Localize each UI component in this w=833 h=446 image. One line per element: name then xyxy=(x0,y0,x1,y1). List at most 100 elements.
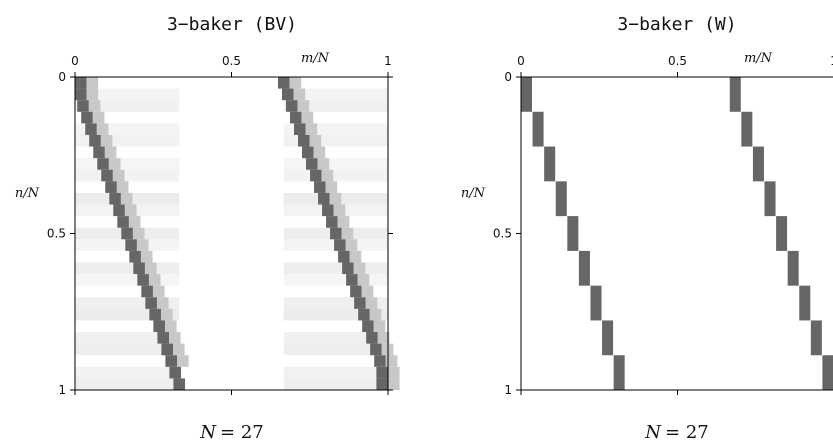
heatmap-cell xyxy=(101,169,113,182)
heatmap-cell xyxy=(370,343,382,356)
heatmap-cell xyxy=(149,308,161,321)
heatmap-block xyxy=(75,366,180,379)
heatmap-block xyxy=(283,88,388,101)
heatmap-block xyxy=(75,332,180,344)
heatmap-cell xyxy=(346,274,358,286)
heatmap-cell xyxy=(124,204,137,217)
heatmap-cell xyxy=(361,285,374,298)
heatmap-cell xyxy=(75,77,87,89)
heatmap-cell xyxy=(153,320,165,333)
heatmap-block xyxy=(283,169,388,182)
heatmap-cell xyxy=(113,204,125,217)
panel-title: 3−baker (W) xyxy=(617,14,736,35)
heatmap-cell xyxy=(357,274,370,286)
heatmap-cell xyxy=(358,308,370,321)
footer-n-symbol: N xyxy=(644,422,662,443)
heatmap-cell xyxy=(156,297,169,309)
heatmap-cell xyxy=(333,204,346,217)
heatmap-cell xyxy=(377,332,390,344)
heatmap-block xyxy=(283,262,388,275)
heatmap-cell xyxy=(116,181,129,193)
heatmap-cell xyxy=(325,181,338,193)
heatmap-cell xyxy=(97,158,109,170)
heatmap-block xyxy=(283,274,388,286)
heatmap-block xyxy=(283,332,388,344)
heatmap-cell xyxy=(318,192,330,205)
heatmap-cell xyxy=(136,239,149,251)
heatmap-block xyxy=(283,308,388,321)
heatmap-block xyxy=(75,274,180,286)
heatmap-cell xyxy=(148,274,161,286)
y-tick-label: 0 xyxy=(504,70,512,84)
x-tick-label: 1 xyxy=(384,54,392,68)
heatmap-cell xyxy=(100,134,113,147)
heatmap-cell xyxy=(729,77,741,112)
heatmap-block xyxy=(75,123,180,135)
heatmap-cell xyxy=(369,308,382,321)
heatmap-cell xyxy=(293,88,306,101)
axes: 0 0.5 1 0 0.5 1 xyxy=(47,54,393,397)
heatmap-cell xyxy=(108,158,121,170)
heatmap-cell xyxy=(341,227,354,240)
x-tick-label: 0.5 xyxy=(668,54,687,68)
heatmap-block xyxy=(75,100,180,112)
panel-w: 3−baker (W) 0 0.5 1 0 0.5 1 m/N n/N N = 27 xyxy=(461,14,833,443)
heatmap-cell xyxy=(77,100,89,112)
footer-n-value: = 27 xyxy=(220,422,264,443)
heatmap-cell xyxy=(93,146,105,159)
heatmap-cell xyxy=(290,111,302,124)
y-axis-label: n/N xyxy=(15,186,40,201)
footer-n-value: = 27 xyxy=(665,422,709,443)
heatmap-cell xyxy=(164,320,177,333)
heatmap-cell xyxy=(388,366,400,379)
panel-title: 3−baker (BV) xyxy=(167,14,297,35)
heatmap-cell xyxy=(354,297,366,309)
heatmap-block xyxy=(75,158,180,170)
y-tick-label: 1 xyxy=(58,383,66,397)
x-tick-label: 0 xyxy=(71,54,79,68)
heatmap-block xyxy=(283,378,388,390)
heatmap-cell xyxy=(81,111,93,124)
heatmap-cell xyxy=(125,239,137,251)
heatmap-cell xyxy=(314,181,326,193)
heatmap-cell xyxy=(92,111,105,124)
heatmap-cell xyxy=(385,355,398,367)
heatmap-cell xyxy=(342,262,354,275)
heatmap-cell xyxy=(168,332,181,344)
heatmap-cell xyxy=(345,239,358,251)
heatmap-block xyxy=(75,88,180,101)
heatmap-cell xyxy=(121,227,133,240)
heatmap-cell xyxy=(613,355,625,390)
x-axis-label: m/N xyxy=(744,51,773,66)
heatmap-block xyxy=(283,366,388,379)
heatmap-cell xyxy=(172,343,185,356)
panel-bv: 3−baker (BV) 0 0.5 1 0 0.5 1 m/N n/N N = 27 xyxy=(15,14,400,443)
heatmap-cell xyxy=(810,320,822,356)
heatmap-cell xyxy=(109,192,121,205)
heatmap-cell xyxy=(302,146,314,159)
heatmap-cell xyxy=(104,146,117,159)
heatmap-cell xyxy=(741,111,753,147)
heatmap-cell xyxy=(764,181,776,217)
heatmap-cell xyxy=(297,100,310,112)
heatmap-block xyxy=(283,343,388,356)
heatmap-cell xyxy=(353,262,366,275)
heatmap-cell xyxy=(294,123,306,135)
axes: 0 0.5 1 0 0.5 1 xyxy=(493,54,833,397)
heatmap-cell xyxy=(298,134,310,147)
heatmap-cell xyxy=(117,216,129,228)
heatmap-cell xyxy=(521,77,533,112)
footer-n-symbol: N xyxy=(199,422,217,443)
heatmap-cell xyxy=(305,123,318,135)
y-tick-label: 1 xyxy=(504,383,512,397)
footer-n: N = 27 xyxy=(644,422,708,443)
heatmap-cell xyxy=(365,297,378,309)
y-tick-label: 0 xyxy=(58,70,66,84)
heatmap-cell xyxy=(144,262,157,275)
heatmap-cell xyxy=(326,216,338,228)
heatmap-cell xyxy=(322,204,334,217)
heatmap-block xyxy=(283,158,388,170)
heatmap-cell xyxy=(776,216,788,251)
heatmap-cell xyxy=(128,216,141,228)
